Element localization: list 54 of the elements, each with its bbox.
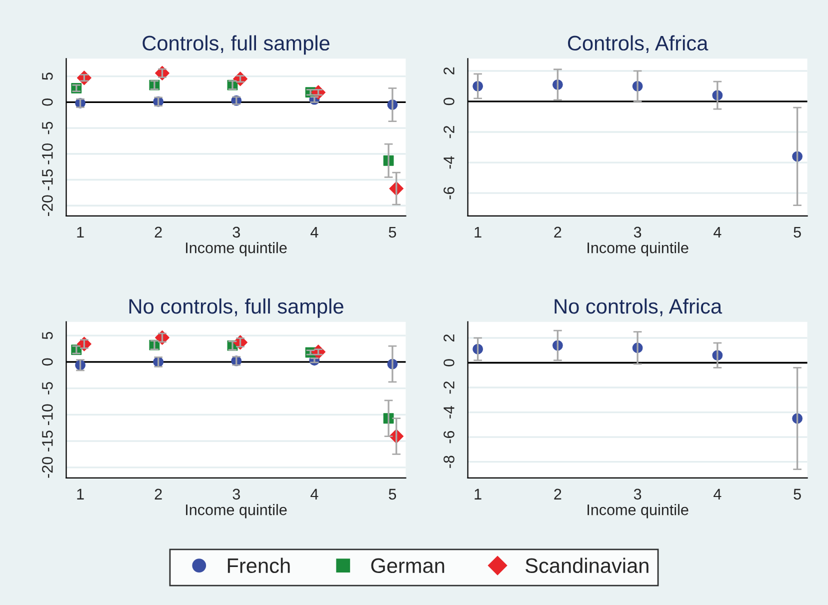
- y-tick-label: -2: [444, 381, 454, 394]
- y-tick-label: -15: [42, 430, 53, 452]
- x-tick-label: 3: [634, 226, 642, 238]
- x-tick-label: 1: [474, 226, 482, 238]
- x-tick-label: 3: [232, 488, 240, 500]
- x-tick-label: 5: [388, 488, 396, 500]
- x-tick-label: 1: [77, 226, 84, 238]
- y-tick-label: -5: [42, 122, 53, 134]
- x-tick-label: 2: [554, 488, 562, 500]
- y-tick-label: -2: [444, 126, 454, 138]
- x-tick-label: 4: [714, 488, 722, 500]
- x-tick-label: 3: [232, 226, 240, 238]
- x-tick-label: 1: [77, 488, 84, 500]
- y-tick-label: -6: [444, 186, 454, 200]
- x-axis-title: Income quintile: [588, 504, 688, 518]
- y-tick-label: 0: [42, 98, 53, 106]
- y-tick-label: -6: [444, 430, 454, 444]
- legend-label: Scandinavian: [526, 558, 648, 574]
- x-tick-label: 2: [154, 488, 162, 500]
- legend-label: French: [228, 558, 290, 574]
- x-axis-title: Income quintile: [186, 242, 287, 256]
- y-tick-label: -20: [42, 195, 53, 216]
- y-tick-label: 5: [42, 72, 53, 80]
- x-tick-label: 1: [474, 488, 482, 500]
- chart-title: Controls, Africa: [568, 35, 708, 54]
- y-tick-label: -10: [42, 143, 53, 164]
- y-tick-label: 2: [444, 334, 454, 342]
- y-tick-label: 0: [444, 98, 454, 106]
- y-tick-label: -4: [444, 156, 454, 169]
- y-tick-label: -20: [42, 456, 53, 478]
- x-tick-label: 5: [794, 488, 801, 500]
- y-tick-label: -10: [42, 404, 53, 426]
- chart-title: Controls, full sample: [142, 35, 330, 55]
- x-tick-label: 2: [554, 226, 562, 238]
- y-tick-label: -5: [42, 382, 53, 394]
- y-tick-label: 2: [444, 67, 454, 74]
- x-axis-title: Income quintile: [186, 504, 287, 518]
- x-tick-label: 5: [388, 226, 396, 238]
- y-tick-label: 0: [42, 358, 53, 366]
- x-tick-label: 4: [310, 488, 318, 500]
- legend-label: German: [371, 558, 444, 574]
- y-tick-label: -4: [444, 406, 454, 418]
- y-tick-label: 5: [42, 332, 53, 340]
- x-tick-label: 4: [714, 226, 722, 238]
- x-axis-title: Income quintile: [588, 242, 688, 256]
- x-tick-label: 4: [310, 226, 318, 238]
- y-tick-label: -8: [444, 456, 454, 468]
- y-tick-label: -15: [42, 169, 53, 190]
- x-tick-label: 5: [794, 226, 801, 238]
- x-tick-label: 3: [634, 488, 642, 500]
- y-tick-label: 0: [444, 359, 454, 366]
- chart-title: No controls, full sample: [129, 298, 344, 318]
- chart-title: No controls, Africa: [554, 298, 722, 316]
- x-tick-label: 2: [154, 226, 162, 238]
